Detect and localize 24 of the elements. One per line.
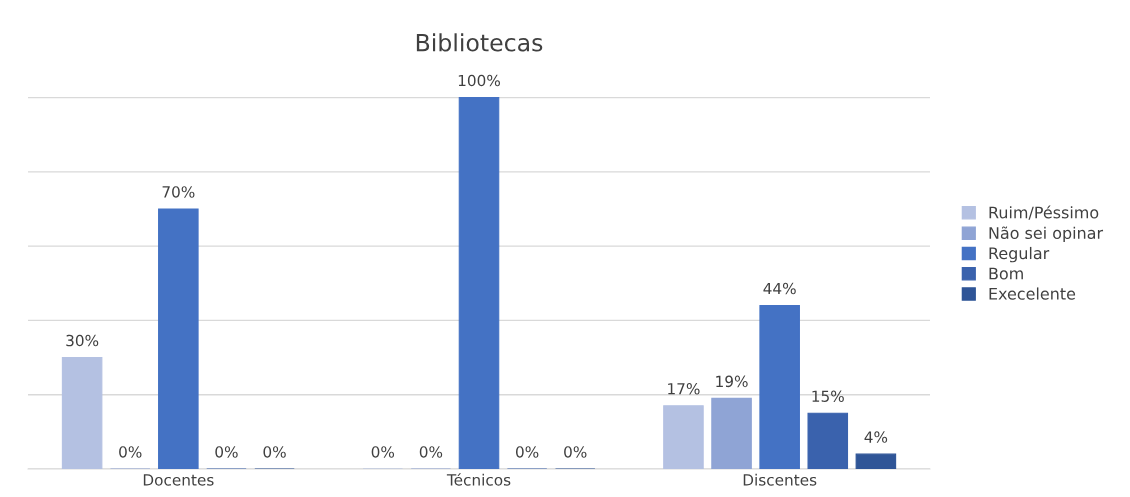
data-label: 0% xyxy=(215,446,238,458)
legend-label: Execelente xyxy=(989,287,1076,300)
data-label: 0% xyxy=(516,446,539,458)
data-label: 0% xyxy=(263,446,286,458)
data-label: 70% xyxy=(162,186,195,198)
legend-label: Ruim/Péssimo xyxy=(989,205,1099,220)
data-label: 0% xyxy=(119,446,142,458)
legend-label: Regular xyxy=(989,246,1050,263)
x-tick-label: Discentes xyxy=(743,473,817,486)
data-label: 4% xyxy=(864,431,888,443)
legend-label: Bom xyxy=(989,267,1023,280)
data-label: 17% xyxy=(668,383,700,395)
x-tick-label: Docentes xyxy=(143,474,214,486)
data-label: 0% xyxy=(564,446,587,458)
data-label: 30% xyxy=(66,334,99,347)
chart-title: Bibliotecas xyxy=(416,33,543,52)
data-label: 15% xyxy=(812,390,844,402)
data-label: 0% xyxy=(371,446,395,458)
data-label: 19% xyxy=(716,375,748,388)
data-label: 100% xyxy=(458,74,500,87)
data-label: 0% xyxy=(419,446,443,458)
x-tick-label: Técnicos xyxy=(446,473,511,486)
legend-label: Não sei opinar xyxy=(989,226,1104,243)
data-label: 44% xyxy=(763,282,796,295)
